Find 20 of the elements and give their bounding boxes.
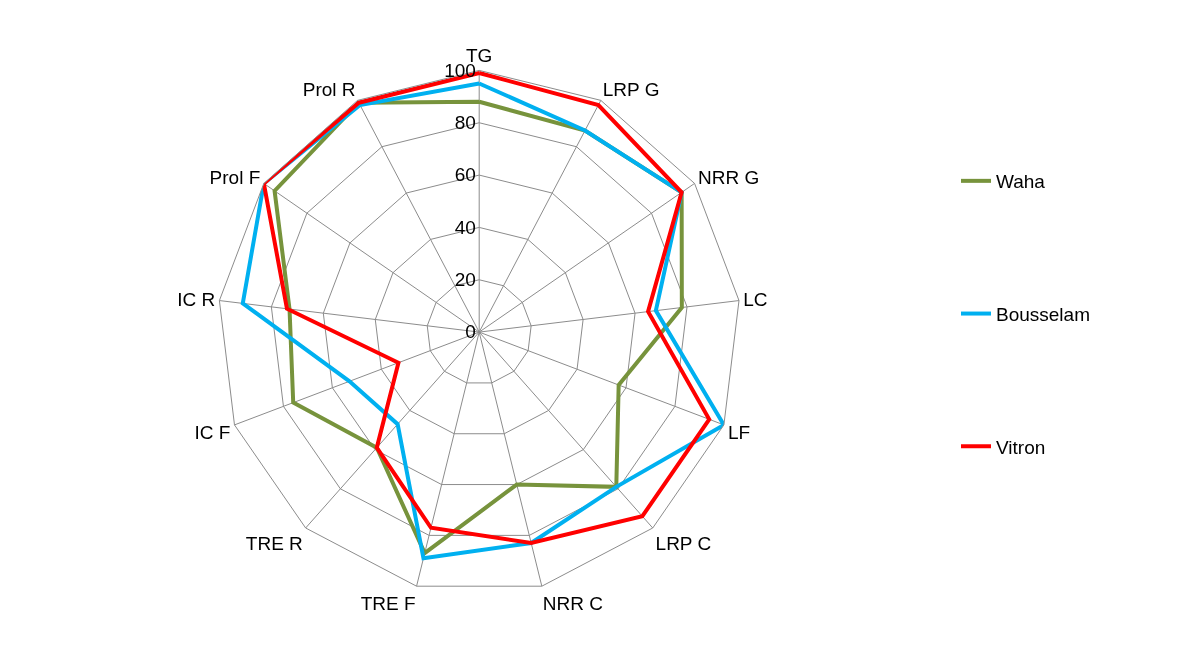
spoke-label: LRP C <box>655 532 712 554</box>
spoke-label: Prol R <box>302 79 356 101</box>
spoke-label: NRR G <box>698 167 760 189</box>
y-tick-label: 60 <box>454 164 476 186</box>
spoke-label: LRP G <box>602 79 660 101</box>
y-tick-label: 0 <box>465 321 476 343</box>
spoke-label: LC <box>743 289 768 311</box>
legend-label: Bousselam <box>996 303 1090 325</box>
spoke-label: IC R <box>177 289 216 311</box>
legend-label: Vitron <box>996 436 1046 458</box>
spoke-label: NRR C <box>542 593 604 615</box>
y-tick-label: 20 <box>454 268 476 290</box>
spoke-label: IC F <box>194 422 231 444</box>
spoke-label: Prol F <box>209 167 261 189</box>
legend-label: Waha <box>996 171 1046 193</box>
y-tick-label: 80 <box>454 111 476 133</box>
spoke-label: LF <box>727 422 751 444</box>
spoke-label: TRE R <box>245 532 303 554</box>
y-tick-label: 40 <box>454 216 476 238</box>
spoke-label: TRE F <box>360 593 416 615</box>
